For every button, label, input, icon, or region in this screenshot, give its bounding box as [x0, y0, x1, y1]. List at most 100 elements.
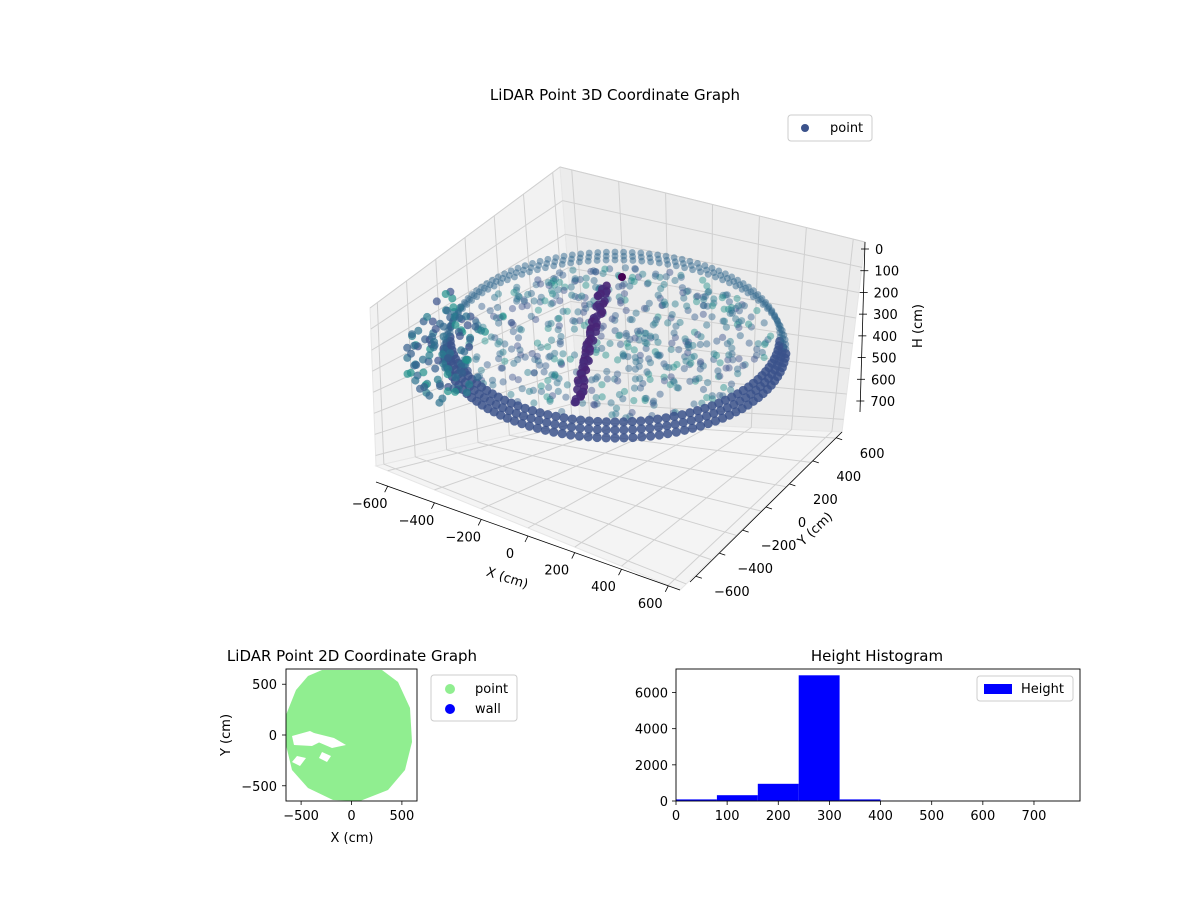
point-3d — [592, 432, 602, 443]
point-3d — [782, 340, 790, 348]
point-3d — [439, 332, 448, 341]
point-3d — [574, 308, 582, 316]
point-3d — [623, 339, 631, 347]
point-3d — [660, 298, 668, 306]
wall-gridline-z — [567, 267, 856, 319]
point-3d — [581, 301, 589, 309]
point-3d — [654, 338, 662, 346]
point-3d — [449, 303, 458, 312]
point-3d — [451, 387, 460, 396]
chart-3d-points — [403, 248, 791, 443]
point-3d — [628, 424, 638, 435]
point-3d — [653, 351, 661, 359]
point-3d — [520, 403, 530, 413]
histogram-bar — [839, 799, 881, 801]
point-3d — [626, 315, 634, 324]
point-3d — [665, 364, 673, 372]
point-3d — [654, 313, 662, 321]
point-3d — [507, 390, 515, 399]
point-3d — [719, 333, 727, 341]
point-3d — [554, 387, 562, 395]
point-3d — [451, 321, 460, 329]
point-3d — [628, 273, 637, 281]
point-3d — [656, 294, 664, 302]
point-3d — [723, 340, 732, 348]
point-3d — [653, 414, 663, 424]
point-3d — [534, 415, 544, 426]
point-3d — [544, 376, 552, 385]
wall-gridline-x — [791, 227, 807, 430]
y-tick — [695, 575, 702, 579]
point-3d — [670, 329, 678, 337]
point-3d — [631, 265, 639, 273]
point-3d — [703, 321, 711, 329]
point-3d — [699, 293, 708, 301]
point-3d — [567, 283, 575, 291]
point-3d — [678, 284, 687, 292]
point-3d — [610, 433, 620, 443]
point-3d — [420, 383, 429, 391]
y-tick — [812, 460, 819, 464]
point-3d — [542, 362, 550, 370]
point-3d — [606, 339, 614, 348]
point-3d — [578, 399, 587, 407]
chart-2d-xlabel: X (cm) — [331, 831, 374, 846]
point-3d — [554, 326, 562, 334]
point-3d — [495, 355, 503, 363]
legend-label-height: Height — [1021, 682, 1064, 697]
point-3d — [530, 369, 538, 377]
point-3d — [661, 413, 671, 423]
x-tick — [618, 569, 622, 576]
point-3d — [630, 346, 638, 354]
wall-gridline-x — [665, 192, 672, 424]
point-3d — [704, 271, 712, 278]
point-3d — [660, 360, 668, 368]
point-3d — [523, 302, 531, 310]
point-3d — [616, 340, 625, 348]
y-tick-label: 0 — [798, 516, 806, 531]
point-3d — [534, 306, 543, 314]
point-3d — [720, 383, 728, 392]
point-3d — [662, 421, 672, 431]
point-3d — [703, 394, 711, 402]
point-3d — [670, 419, 680, 429]
point-3d — [697, 358, 705, 366]
point-3d — [700, 403, 710, 413]
point-3d — [725, 298, 734, 306]
point-3d — [509, 328, 517, 336]
z-tick-label: 200 — [874, 286, 899, 301]
point-3d — [710, 350, 718, 358]
wall-gridline-z — [573, 334, 850, 370]
point-3d — [645, 355, 653, 363]
point-3d — [491, 334, 499, 342]
wall-gridline-z — [373, 334, 574, 414]
point-3d — [592, 348, 600, 356]
point-3d — [542, 264, 549, 272]
point-3d — [617, 297, 625, 305]
scatter-2d-points — [286, 670, 412, 801]
point-3d — [655, 352, 663, 360]
point-3d — [716, 391, 724, 400]
point-3d — [651, 272, 660, 280]
point-3d — [663, 429, 673, 439]
x-tick-label: −600 — [352, 497, 388, 512]
point-3d — [726, 337, 734, 346]
point-3d — [592, 375, 600, 383]
point-3d — [593, 346, 601, 354]
point-3d — [703, 340, 711, 348]
point-3d — [632, 358, 640, 366]
point-3d — [608, 411, 616, 419]
point-3d — [710, 299, 718, 307]
point-3d — [561, 283, 569, 291]
histogram-legend: Height — [976, 675, 1074, 702]
point-3d — [410, 361, 419, 370]
x-tick-label-hist: 100 — [715, 809, 740, 824]
point-3d — [607, 399, 615, 407]
histogram-bar — [798, 675, 840, 801]
point-3d — [592, 268, 600, 276]
point-3d — [548, 371, 556, 379]
chart-3d: LiDAR Point 3D Coordinate Graph −600 −400… — [352, 86, 926, 612]
x-tick-label: −400 — [399, 514, 435, 529]
point-3d — [658, 301, 666, 309]
